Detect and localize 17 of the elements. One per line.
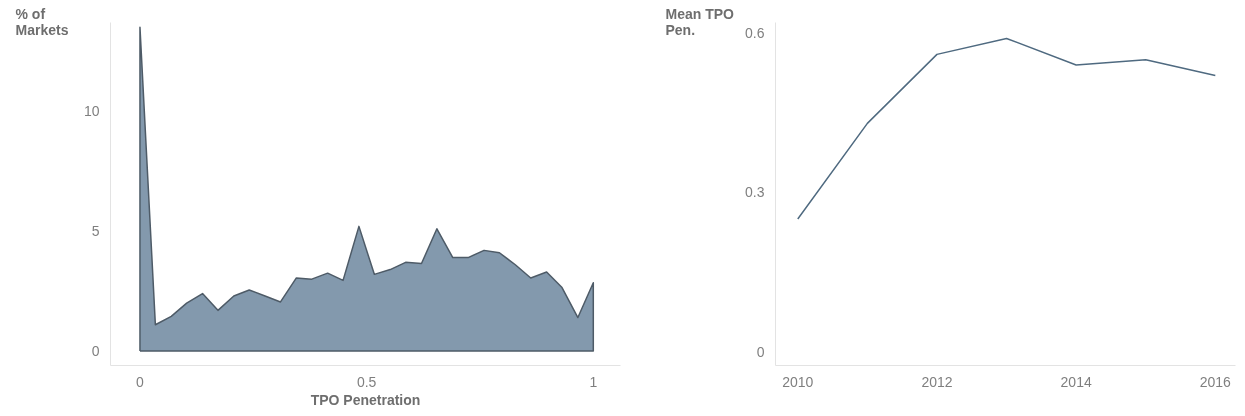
- y-tick-label: 0.6: [745, 25, 765, 42]
- y-axis-title: % of Markets: [15, 5, 69, 38]
- line-series: [797, 37, 1217, 220]
- y-tick-label: 5: [91, 223, 100, 240]
- x-tick-label: 2012: [921, 373, 953, 390]
- x-tick-label: 0.5: [356, 373, 377, 390]
- x-tick-label: 2014: [1060, 373, 1092, 390]
- x-axis-title: TPO Penetration: [310, 391, 421, 408]
- y-tick-label: 0: [756, 343, 765, 360]
- y-tick-label: 0.3: [745, 184, 765, 201]
- x-tick-label: 2010: [782, 373, 814, 390]
- y-tick-label: 0: [91, 343, 100, 360]
- x-tick-label: 0: [136, 373, 145, 390]
- x-tick-label: 1: [589, 373, 598, 390]
- y-tick-label: 10: [83, 103, 100, 120]
- y-axis-title: Mean TPO Pen.: [665, 5, 735, 38]
- x-tick-label: 2016: [1199, 373, 1232, 390]
